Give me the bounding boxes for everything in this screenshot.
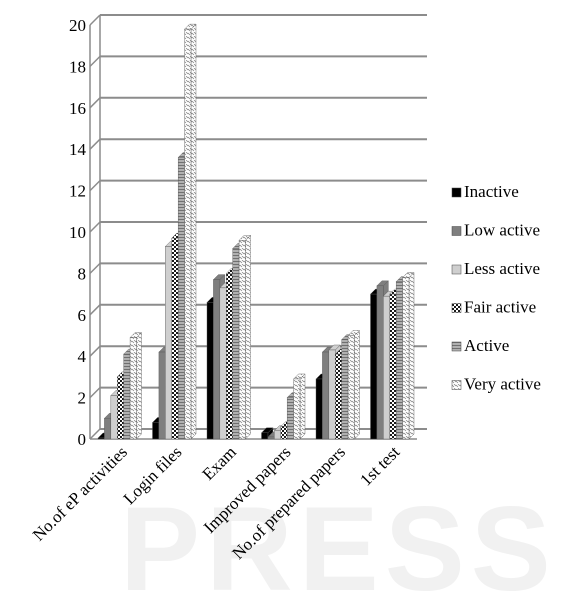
bar-side xyxy=(245,234,251,440)
bar-side xyxy=(190,23,197,440)
bar-side xyxy=(408,272,415,440)
legend-item-fair-active: Fair active xyxy=(451,298,536,317)
legend-label: Very active xyxy=(464,375,541,394)
gridline-diagonal xyxy=(89,304,101,316)
bar-front xyxy=(104,418,112,440)
legend-swatch xyxy=(451,341,462,352)
bar-side xyxy=(136,332,142,440)
bar-front xyxy=(184,28,192,440)
y-tick-label: 12 xyxy=(69,182,86,201)
bar-front xyxy=(274,430,281,440)
gridline-diagonal xyxy=(89,138,101,150)
y-tick-label: 14 xyxy=(69,140,87,159)
legend-label: Less active xyxy=(464,259,540,278)
legend-item-less-active: Less active xyxy=(451,259,540,278)
bar-front xyxy=(152,422,160,440)
legend-swatch xyxy=(451,303,462,313)
gridline-diagonal xyxy=(89,387,101,399)
y-tick-label: 18 xyxy=(69,57,86,76)
bar-front xyxy=(226,273,233,440)
bar-front xyxy=(219,287,227,440)
bar-front xyxy=(110,395,118,440)
bar-front xyxy=(335,353,342,440)
bar-front xyxy=(402,277,410,440)
bar-very-active-no-of-ep-activities xyxy=(129,332,142,440)
gridline-diagonal xyxy=(89,180,101,192)
bar-front xyxy=(206,302,214,440)
bar-front xyxy=(383,295,390,440)
legend-swatch xyxy=(451,187,462,198)
bar-front xyxy=(97,437,105,440)
legend-item-inactive: Inactive xyxy=(451,182,519,201)
gridline-diagonal xyxy=(89,14,101,26)
axes xyxy=(89,15,417,440)
bar-side xyxy=(299,373,306,440)
bar-front xyxy=(171,238,179,440)
legend: Inactive Low active Less active Fair active… xyxy=(451,182,541,394)
gridline-diagonal xyxy=(89,345,101,357)
legend-swatch xyxy=(451,264,462,275)
bar-very-active-improved-papers xyxy=(293,373,306,440)
y-tick-label: 0 xyxy=(78,430,87,449)
bar-very-active-exam xyxy=(238,234,251,440)
x-tick-label: Exam xyxy=(199,442,240,483)
bar-front xyxy=(280,426,288,440)
bar-front xyxy=(165,246,172,440)
y-tick-label: 8 xyxy=(78,264,87,283)
bar-front xyxy=(370,293,378,440)
legend-item-active: Active xyxy=(451,336,509,355)
bars xyxy=(97,23,415,440)
y-tick-label: 2 xyxy=(78,389,87,408)
bar-front xyxy=(395,281,403,440)
y-tick-label: 10 xyxy=(69,223,86,242)
y-tick-label: 4 xyxy=(78,347,87,366)
bar-front xyxy=(376,285,384,440)
bar-front xyxy=(347,335,355,440)
legend-label: Low active xyxy=(464,221,540,240)
bar-front xyxy=(293,378,301,440)
bar-front xyxy=(177,157,185,440)
gridline-diagonal xyxy=(89,221,101,233)
bar-front xyxy=(322,351,330,440)
gridline-diagonal xyxy=(89,97,101,109)
gridlines xyxy=(89,14,427,440)
bar-front xyxy=(123,353,131,440)
legend-label: Active xyxy=(464,336,509,355)
bar-front xyxy=(129,337,137,440)
legend-swatch xyxy=(451,380,462,390)
bar-front xyxy=(232,248,240,440)
bar-very-active-no-of-prepared-papers xyxy=(347,330,360,440)
y-tick-label: 6 xyxy=(78,306,87,325)
legend-label: Inactive xyxy=(464,182,519,201)
gridline-diagonal xyxy=(89,428,101,440)
bar-front xyxy=(328,349,336,440)
bar-front xyxy=(261,432,269,440)
y-tick-label: 16 xyxy=(69,99,86,118)
gridline-diagonal xyxy=(89,55,101,67)
bar-front xyxy=(315,378,323,440)
bar-front xyxy=(267,436,275,440)
bar-front xyxy=(158,351,166,440)
bar-front xyxy=(389,293,397,440)
legend-swatch xyxy=(451,226,462,236)
bar-very-active-1st-test xyxy=(402,272,415,440)
bar-front xyxy=(117,376,124,440)
legend-item-low-active: Low active xyxy=(451,221,540,240)
bar-front xyxy=(238,240,246,440)
x-tick-label: No.of eP activities xyxy=(29,442,131,544)
bar-very-active-login-files xyxy=(184,23,197,440)
bar-front xyxy=(341,339,349,440)
legend-item-very-active: Very active xyxy=(451,375,541,394)
y-tick-label: 20 xyxy=(69,16,86,35)
bar-front xyxy=(286,397,294,440)
watermark-text: PRESS xyxy=(120,482,557,596)
gridline-diagonal xyxy=(89,262,101,274)
bar-front xyxy=(213,279,221,440)
bar-side xyxy=(354,330,360,440)
legend-label: Fair active xyxy=(464,298,536,317)
